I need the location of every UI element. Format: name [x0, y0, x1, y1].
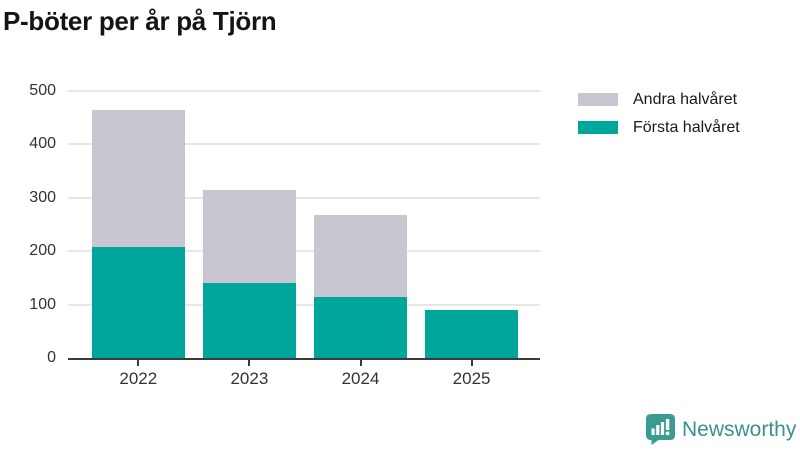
- gridline-y400: [68, 143, 540, 146]
- legend-swatch-forsta-halvaret: [578, 121, 618, 134]
- bar-segment-andra-halv-ret-2024: [314, 214, 407, 297]
- x-axis-tick-label: 2022: [119, 369, 158, 388]
- x-axis-tick-label: 2023: [230, 369, 269, 388]
- legend-label: Första halvåret: [633, 118, 740, 136]
- bar-segment-andra-halv-ret-2022: [91, 109, 185, 248]
- legend: Andra halvåret Första halvåret: [578, 90, 740, 149]
- y-axis-tick-label: 0: [47, 349, 56, 366]
- legend-item-forsta-halvaret: Första halvåret: [578, 118, 740, 136]
- bar-chart-speech-bubble-icon: [646, 414, 675, 445]
- x-axis-tick-label: 2025: [452, 369, 491, 388]
- bar-segment-f-rsta-halv-ret-2023: [202, 283, 296, 358]
- y-axis-tick-label: 200: [29, 242, 56, 260]
- bar-segment-f-rsta-halv-ret-2024: [314, 296, 407, 358]
- gridline-y200: [68, 250, 540, 253]
- bar-segment-andra-halv-ret-2023: [202, 189, 296, 284]
- x-axis-line: [68, 358, 540, 360]
- newsworthy-branding: Newsworthy: [646, 414, 796, 445]
- y-axis-tick-label: 300: [29, 188, 56, 206]
- x-axis-tick: [359, 360, 362, 366]
- x-axis-tick: [248, 360, 251, 366]
- y-axis-tick-label: 500: [29, 82, 56, 99]
- gridline-y100: [68, 303, 540, 306]
- y-axis-tick-label: 400: [29, 135, 56, 153]
- bar-segment-f-rsta-halv-ret-2022: [91, 247, 185, 358]
- x-axis-tick: [470, 360, 473, 366]
- gridline-y300: [68, 196, 540, 199]
- newsworthy-wordmark: Newsworthy: [682, 417, 797, 441]
- legend-label: Andra halvåret: [633, 90, 738, 108]
- x-axis-tick-label: 2024: [341, 369, 380, 388]
- bar-segment-f-rsta-halv-ret-2025: [425, 310, 519, 358]
- y-axis-tick-label: 100: [29, 295, 56, 313]
- x-axis-tick: [137, 360, 140, 366]
- legend-swatch-andra-halvaret: [578, 93, 618, 106]
- legend-item-andra-halvaret: Andra halvåret: [578, 90, 740, 108]
- gridline-y500: [68, 90, 540, 92]
- chart-title: P-böter per år på Tjörn: [3, 6, 277, 36]
